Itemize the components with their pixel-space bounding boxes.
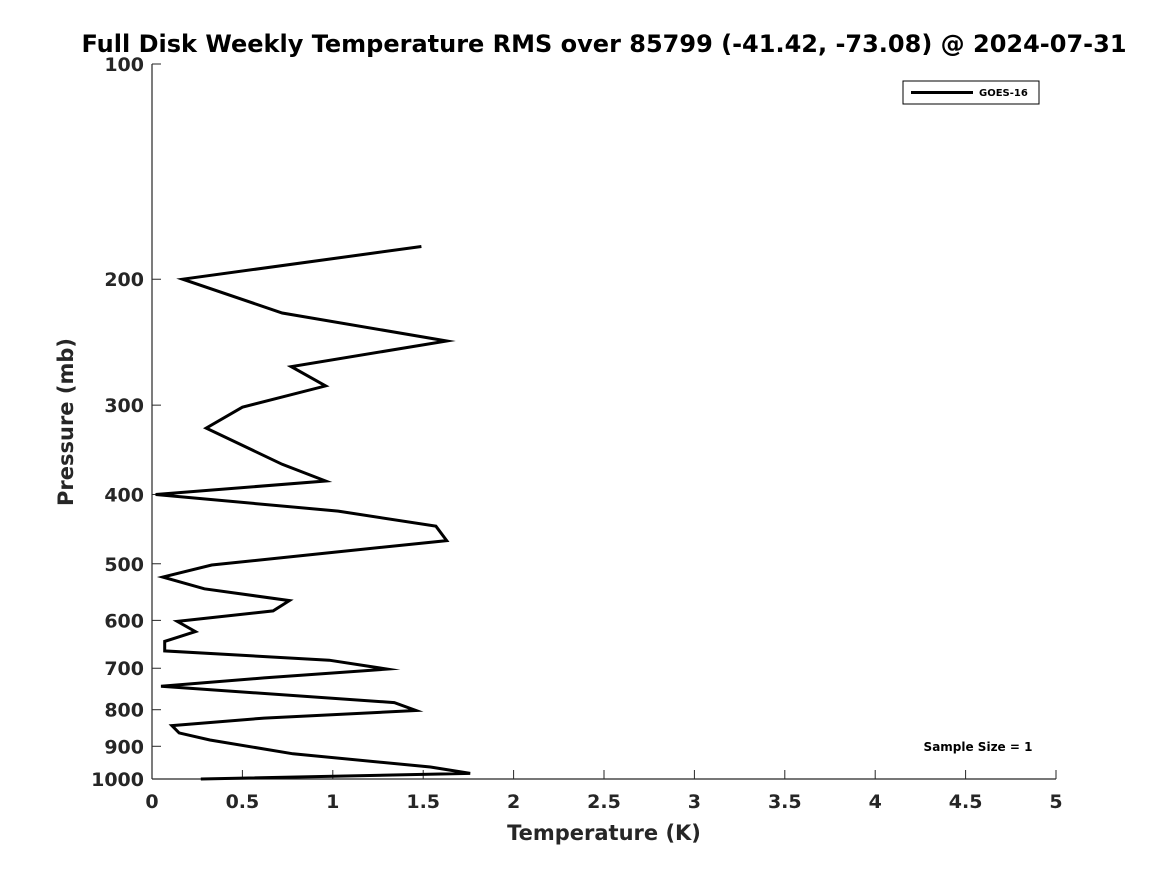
x-tick-label: 4 [869, 791, 882, 813]
sample-size-annotation: Sample Size = 1 [924, 740, 1033, 754]
x-tick-label: 3.5 [768, 791, 802, 813]
x-tick-label: 0 [145, 791, 158, 813]
legend: GOES-16 [902, 80, 1040, 105]
y-tick-label: 400 [104, 484, 144, 506]
y-tick-label: 600 [104, 610, 144, 632]
x-tick-label: 2 [507, 791, 520, 813]
y-tick-label: 700 [104, 658, 144, 680]
chart-title: Full Disk Weekly Temperature RMS over 85… [81, 30, 1126, 58]
x-axis-label: Temperature (K) [507, 821, 701, 845]
y-tick-label: 900 [104, 736, 144, 758]
y-ticks: 100 200 300 400 500 600 700 800 900 1000 [91, 54, 161, 791]
y-tick-label: 300 [104, 395, 144, 417]
x-tick-label: 2.5 [587, 791, 621, 813]
x-ticks: 0 0.5 1 1.5 2 2.5 3 3.5 4 4.5 5 [145, 770, 1063, 813]
y-tick-label: 200 [104, 269, 144, 291]
y-tick-label: 500 [104, 554, 144, 576]
x-tick-label: 5 [1049, 791, 1062, 813]
series-line-goes-16 [155, 245, 471, 781]
x-tick-label: 1 [326, 791, 339, 813]
legend-label-goes-16: GOES-16 [979, 88, 1028, 99]
axes [151, 64, 1056, 780]
y-tick-label: 100 [104, 54, 144, 76]
y-tick-label: 1000 [91, 769, 144, 791]
x-tick-label: 4.5 [949, 791, 983, 813]
x-tick-label: 3 [688, 791, 701, 813]
x-tick-label: 1.5 [406, 791, 440, 813]
x-tick-label: 0.5 [226, 791, 260, 813]
y-tick-label: 800 [104, 700, 144, 722]
y-axis-label: Pressure (mb) [54, 338, 78, 506]
